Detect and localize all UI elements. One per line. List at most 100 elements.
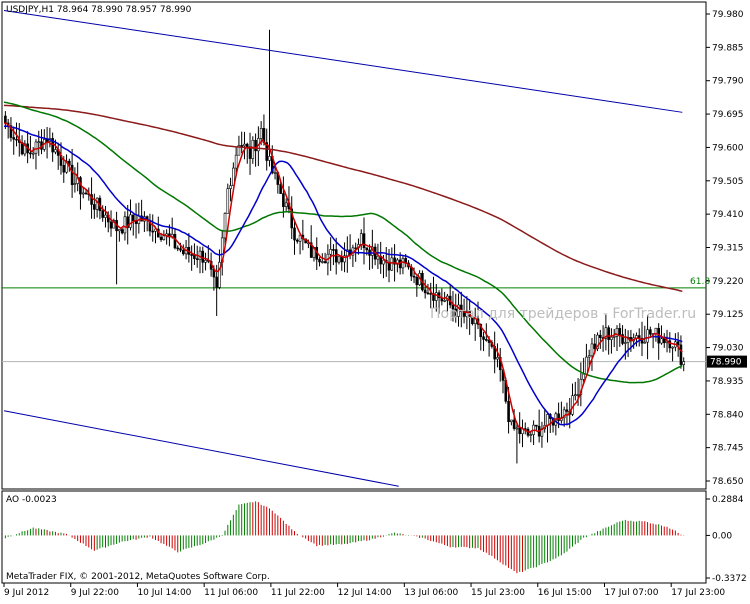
candle-body	[273, 172, 277, 174]
candle-body	[518, 427, 521, 435]
ao-indicator-frame	[1, 490, 707, 584]
candle-body	[676, 341, 680, 346]
candle-body	[457, 304, 460, 317]
candle-body	[173, 233, 177, 249]
candle-body	[182, 249, 185, 255]
channel-lower-line	[3, 410, 399, 487]
candle-body	[268, 156, 271, 161]
candle-body	[354, 247, 357, 250]
candle-body	[162, 235, 166, 240]
candle-body	[84, 192, 88, 195]
price-tick-label: 79.410	[712, 210, 744, 220]
candle-body	[120, 229, 124, 234]
price-tick-label: 79.790	[712, 77, 744, 87]
candle-body	[679, 344, 683, 365]
price-tick-label: 79.505	[712, 177, 744, 187]
candle-body	[54, 149, 57, 153]
last-price-label: 78.990	[710, 358, 742, 368]
candle-body	[587, 355, 591, 358]
time-tick-label: 9 Jul 2012	[4, 588, 49, 598]
candle-body	[195, 258, 199, 260]
candle-body	[293, 227, 296, 241]
candle-body	[607, 327, 610, 340]
candle-body	[604, 327, 608, 339]
candle-body	[507, 400, 510, 423]
candle-body	[248, 146, 252, 159]
time-tick-label: 15 Jul 23:00	[471, 588, 525, 598]
price-tick-label: 79.695	[712, 110, 744, 120]
candle-body	[112, 220, 116, 229]
time-tick-label: 17 Jul 07:00	[604, 588, 658, 598]
candle-body	[321, 261, 324, 263]
candle-body	[412, 275, 416, 278]
candle-body	[62, 165, 66, 173]
candle-body	[610, 336, 613, 340]
candle-body	[329, 249, 332, 255]
candle-body	[393, 257, 396, 265]
price-axis: 79.980 79.885 79.790 79.695 79.600 79.505 79.4…	[706, 10, 747, 584]
price-tick-label: 78.935	[712, 377, 744, 387]
candle-body	[557, 413, 560, 421]
candle-body	[582, 373, 585, 380]
candle-body	[423, 289, 427, 294]
candle-body	[9, 125, 13, 138]
candle-body	[151, 230, 155, 233]
channel-upper-line	[3, 9, 683, 113]
ma-slow-line	[3, 101, 683, 384]
candle-body	[232, 167, 235, 186]
candle-body	[434, 292, 438, 301]
symbol-header: USDJPY,H1 78.964 78.990 78.957 78.990	[6, 5, 192, 15]
candle-body	[265, 142, 269, 161]
candle-body	[562, 409, 566, 419]
candle-body	[382, 259, 385, 265]
candle-body	[37, 141, 41, 143]
candle-body	[204, 260, 207, 263]
candle-body	[573, 394, 577, 397]
candle-body	[118, 229, 121, 232]
candle-body	[101, 210, 104, 218]
candle-body	[254, 139, 257, 152]
candle-body	[234, 154, 238, 169]
candle-body	[593, 343, 597, 349]
candle-body	[193, 254, 196, 259]
candle-body	[482, 336, 485, 340]
copyright-text: MetaTrader FIX, © 2001-2012, MetaQuotes …	[6, 572, 270, 582]
candle-body	[332, 249, 335, 251]
price-tick-label: 78.840	[712, 410, 744, 420]
candle-body	[290, 208, 294, 229]
ao-label: AO -0.0023	[6, 495, 57, 505]
time-tick-label: 16 Jul 15:00	[538, 588, 592, 598]
candles-group	[4, 29, 686, 464]
candle-body	[432, 293, 435, 301]
candle-body	[93, 204, 96, 210]
ao-indicator-area	[4, 501, 685, 574]
candle-body	[295, 239, 299, 242]
candle-body	[479, 324, 483, 338]
candle-body	[649, 329, 652, 335]
candle-body	[668, 340, 672, 349]
candle-body	[585, 356, 588, 375]
ma-mid-line	[4, 125, 683, 426]
candle-body	[12, 137, 16, 140]
time-axis: 9 Jul 2012 9 Jul 22:00 10 Jul 14:00 11 Jul …	[3, 583, 725, 598]
candle-body	[201, 250, 205, 263]
candle-body	[323, 261, 327, 264]
candle-body	[529, 434, 533, 436]
candle-body	[140, 215, 143, 222]
candle-body	[245, 143, 249, 148]
candle-body	[4, 115, 7, 124]
candle-body	[660, 338, 663, 344]
candle-body	[362, 233, 366, 249]
candle-body	[259, 128, 263, 139]
candle-body	[318, 258, 321, 263]
candle-body	[29, 152, 32, 155]
candle-body	[535, 424, 538, 427]
price-tick-label: 79.315	[712, 244, 744, 254]
ao-tick-label: 0.00	[712, 531, 732, 541]
candle-body	[390, 257, 394, 271]
candle-body	[243, 143, 246, 147]
candle-body	[640, 337, 644, 344]
candle-body	[279, 184, 282, 194]
time-tick-label: 17 Jul 23:00	[671, 588, 725, 598]
